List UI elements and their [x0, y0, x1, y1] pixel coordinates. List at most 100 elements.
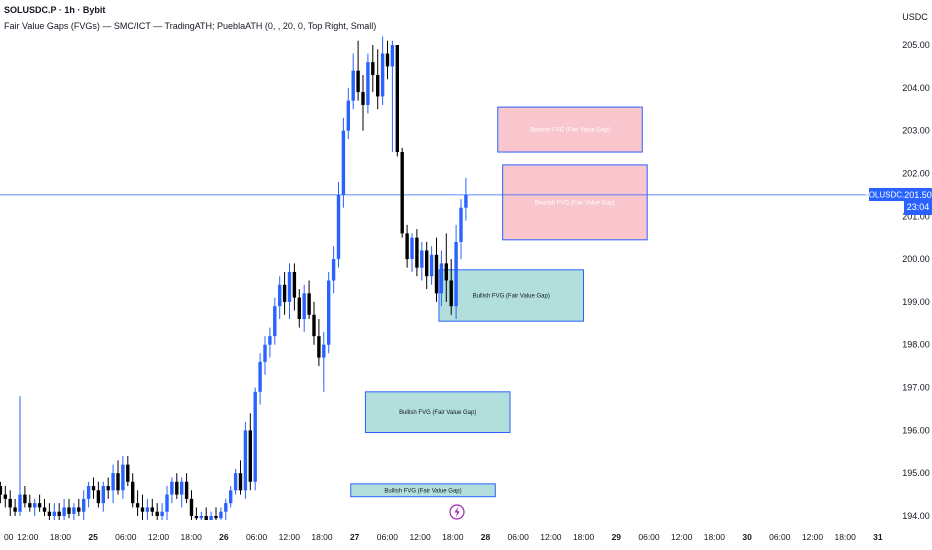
time-tick-6: 18:00: [181, 532, 203, 542]
time-tick-24: 06:00: [769, 532, 791, 542]
last-price-symbol: SOLUSDC.P: [863, 191, 909, 200]
candle-body-82: [400, 152, 404, 234]
candle-body-23: [111, 473, 115, 491]
last-price-tag: [904, 188, 932, 215]
candle-body-95: [464, 194, 468, 208]
candle-body-40: [194, 516, 199, 519]
candle-body-10: [47, 511, 52, 516]
time-tick-23: 30: [742, 532, 752, 542]
price-tick-6: 199.00: [902, 297, 930, 307]
candle-body-50: [243, 430, 248, 491]
candle-body-43: [209, 516, 213, 521]
bearish-fvg-box-4: [502, 164, 648, 241]
candle-body-72: [351, 70, 355, 101]
time-tick-7: 26: [219, 532, 229, 542]
candle-body-76: [371, 62, 375, 75]
candle-body-88: [429, 254, 434, 277]
candle-body-46: [224, 503, 228, 512]
candle-body-24: [116, 473, 120, 491]
candle-body-67: [327, 280, 331, 345]
candle-body-48: [233, 473, 238, 491]
time-tick-13: 12:00: [409, 532, 431, 542]
candle-body-61: [297, 297, 301, 320]
candle-body-30: [145, 507, 150, 512]
bullish-fvg-box-1: [364, 391, 511, 434]
time-tick-21: 12:00: [671, 532, 693, 542]
candle-body-31: [150, 507, 154, 512]
bullish-fvg-label-0: Bullish FVG (Fair Value Gap): [384, 488, 461, 494]
time-tick-0: 00: [4, 532, 14, 542]
candle-body-85: [415, 237, 419, 268]
candle-body-59: [287, 271, 292, 302]
candle-body-49: [238, 473, 243, 491]
lightning-icon[interactable]: [449, 504, 465, 520]
candle-body-35: [170, 481, 174, 495]
candle-body-80: [390, 45, 395, 67]
last-price-symbol-tag: [869, 188, 904, 201]
candle-body-41: [199, 516, 203, 519]
candle-body-4: [18, 494, 22, 512]
candle-body-94: [459, 207, 463, 242]
candle-body-3: [13, 507, 17, 512]
candle-body-15: [72, 507, 76, 514]
price-tick-11: 194.00: [902, 511, 930, 521]
candle-body-13: [62, 507, 66, 516]
candle-body-27: [131, 481, 135, 504]
time-tick-8: 06:00: [246, 532, 268, 542]
time-tick-27: 31: [873, 532, 883, 542]
time-axis[interactable]: [0, 520, 898, 550]
indicator-title[interactable]: Fair Value Gaps (FVGs) — SMC/ICT — Tradi…: [4, 21, 377, 31]
time-tick-3: 25: [88, 532, 98, 542]
time-tick-16: 06:00: [508, 532, 530, 542]
price-tick-1: 204.00: [902, 83, 930, 93]
bullish-fvg-label-2: Bullish FVG (Fair Value Gap): [473, 293, 550, 299]
price-tick-5: 200.00: [902, 254, 930, 264]
candle-body-16: [77, 507, 81, 512]
time-tick-14: 18:00: [442, 532, 464, 542]
candle-body-33: [160, 511, 164, 516]
candle-body-47: [229, 490, 233, 504]
candle-body-91: [444, 263, 448, 281]
candle-body-44: [214, 516, 218, 519]
time-tick-9: 12:00: [279, 532, 301, 542]
candle-body-79: [385, 53, 390, 67]
currency-label[interactable]: USDC: [902, 12, 928, 22]
candle-body-77: [376, 74, 380, 97]
candle-body-5: [23, 494, 27, 504]
candle-body-71: [346, 100, 350, 131]
time-tick-22: 18:00: [704, 532, 726, 542]
candle-body-12: [57, 511, 61, 516]
candle-body-32: [155, 511, 159, 516]
bar-countdown: 23:04: [907, 202, 930, 212]
price-tick-10: 195.00: [902, 468, 930, 478]
candle-body-55: [268, 336, 272, 345]
candle-body-52: [253, 391, 257, 482]
fvg-label-layer: Bullish FVG (Fair Value Gap) Bullish FVG …: [384, 128, 614, 495]
time-tick-1: 12:00: [17, 532, 39, 542]
time-tick-2: 18:00: [50, 532, 72, 542]
candle-body-83: [405, 233, 409, 260]
candle-body-92: [449, 280, 453, 307]
time-tick-25: 12:00: [802, 532, 824, 542]
time-tick-5: 12:00: [148, 532, 170, 542]
time-tick-19: 29: [612, 532, 622, 542]
symbol-title[interactable]: SOLUSDC.P · 1h · Bybit: [4, 5, 106, 15]
time-tick-18: 18:00: [573, 532, 595, 542]
candle-body-86: [420, 250, 424, 268]
time-tick-15: 28: [481, 532, 491, 542]
time-tick-10: 18:00: [311, 532, 333, 542]
candle-body-90: [439, 263, 444, 294]
candle-body-64: [312, 314, 316, 337]
candle-body-1: [3, 494, 7, 499]
candle-body-39: [189, 498, 194, 516]
fvg-layer: [350, 106, 648, 498]
time-tick-20: 06:00: [638, 532, 660, 542]
candle-body-9: [42, 507, 47, 512]
time-tick-12: 06:00: [377, 532, 399, 542]
candle-body-74: [361, 92, 365, 105]
candle-body-38: [184, 481, 189, 499]
candle-body-42: [204, 516, 208, 521]
candle-body-11: [52, 511, 56, 516]
price-axis[interactable]: [898, 0, 932, 520]
